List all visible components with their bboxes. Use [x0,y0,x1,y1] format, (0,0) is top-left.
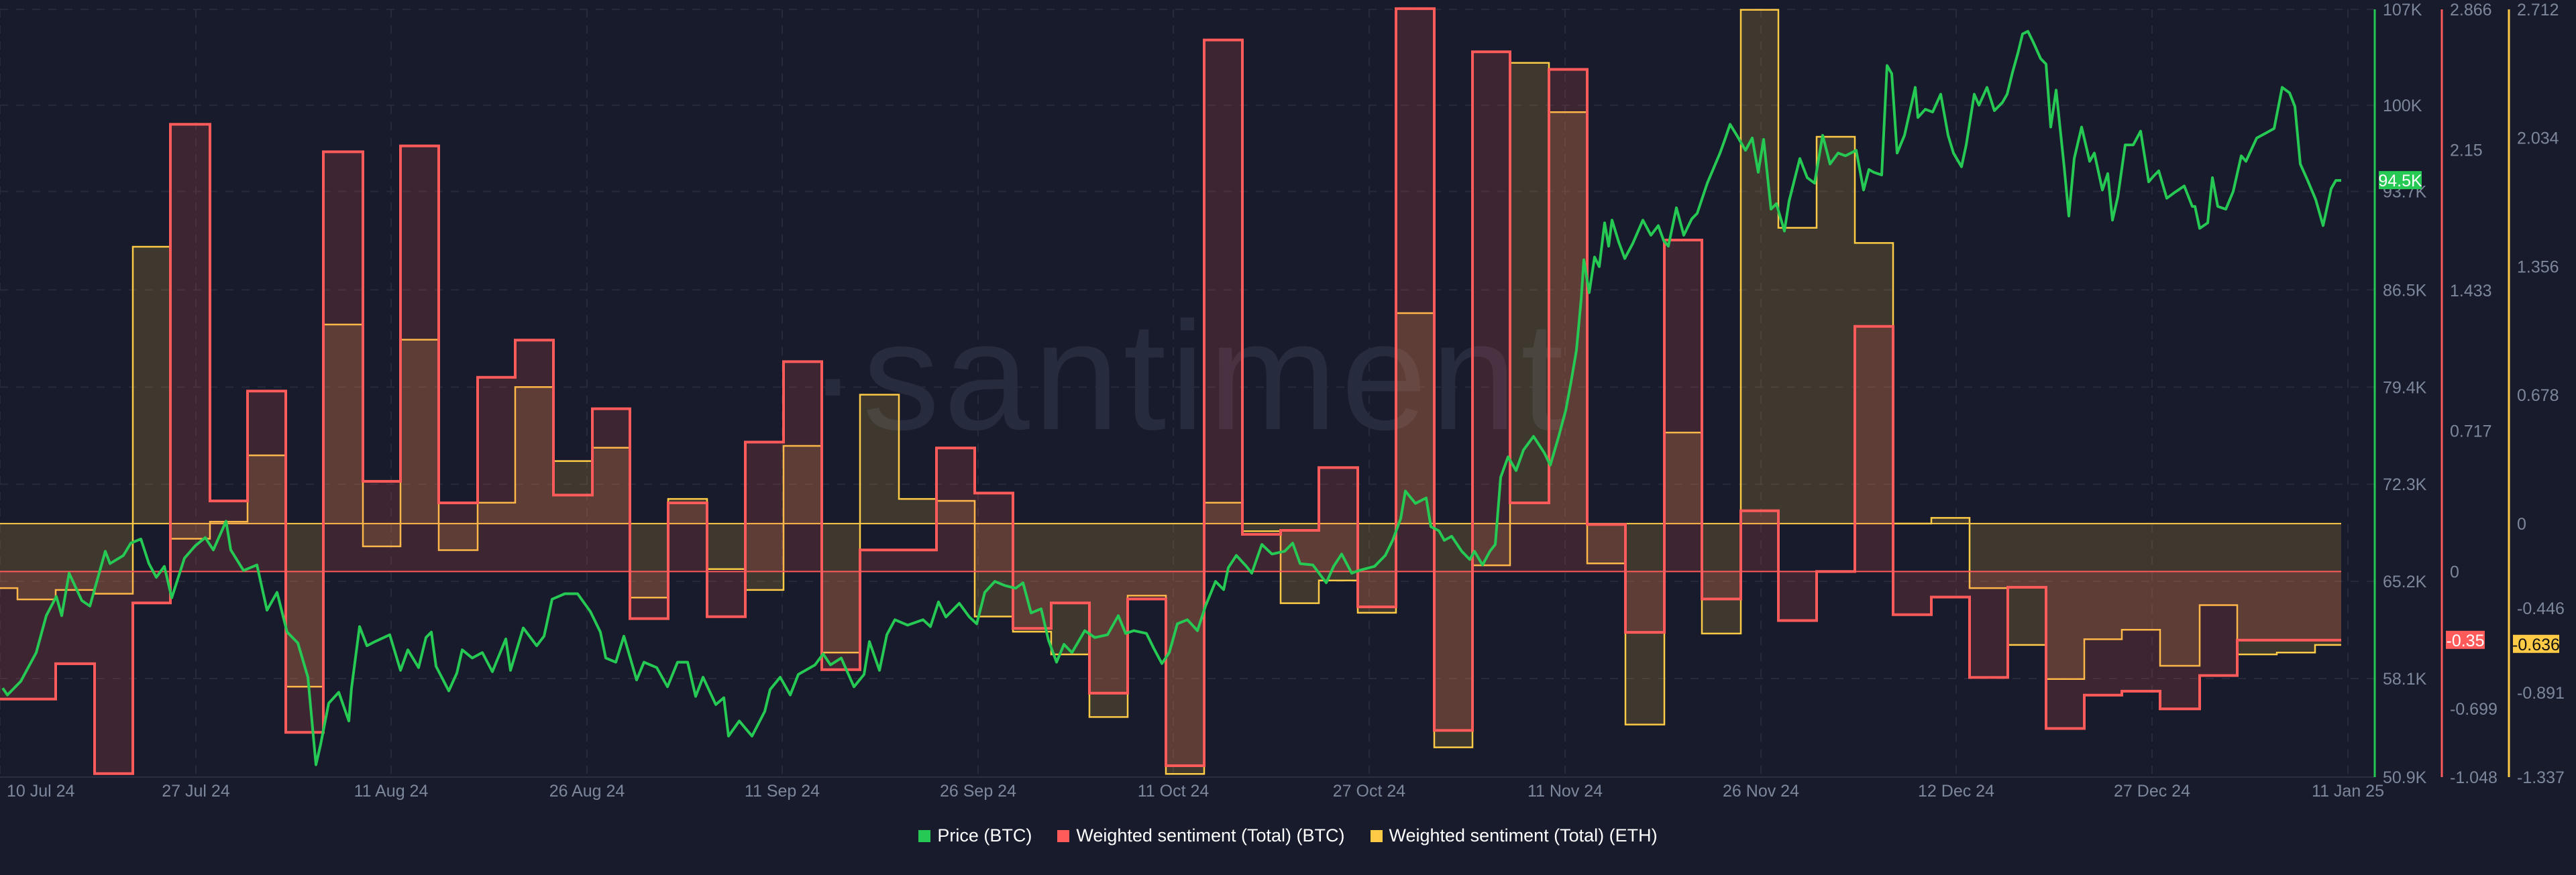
svg-text:-0.699: -0.699 [2450,700,2498,719]
svg-text:100K: 100K [2383,97,2422,115]
svg-text:2.034: 2.034 [2517,129,2559,148]
svg-text:94.5K: 94.5K [2378,172,2422,190]
svg-text:0.717: 0.717 [2450,422,2492,441]
current-value-badges: 94.5K -0.35 -0.636 [2378,171,2560,654]
svg-text:11 Oct 24: 11 Oct 24 [1138,782,1210,801]
svg-text:-1.337: -1.337 [2517,768,2565,787]
svg-text:2.15: 2.15 [2450,141,2483,160]
svg-text:-0.35: -0.35 [2447,632,2485,650]
svg-text:65.2K: 65.2K [2383,573,2427,591]
svg-text:27 Jul 24: 27 Jul 24 [162,782,230,801]
svg-text:26 Aug 24: 26 Aug 24 [549,782,625,801]
legend-item-price-btc[interactable]: Price (BTC) [918,825,1032,846]
legend-label: Weighted sentiment (Total) (BTC) [1076,825,1345,845]
svg-text:1.356: 1.356 [2517,257,2559,276]
svg-text:27 Oct 24: 27 Oct 24 [1333,782,1405,801]
legend-label: Price (BTC) [937,825,1032,845]
legend-label: Weighted sentiment (Total) (ETH) [1389,825,1658,845]
svg-text:2.866: 2.866 [2450,1,2492,19]
svg-text:10 Jul 24: 10 Jul 24 [7,782,75,801]
svg-text:-1.048: -1.048 [2450,768,2498,787]
grid-lines [0,9,2375,778]
svg-text:11 Aug 24: 11 Aug 24 [354,782,429,801]
legend-item-btc-sentiment[interactable]: Weighted sentiment (Total) (BTC) [1057,825,1345,846]
x-axis: 10 Jul 24 27 Jul 24 11 Aug 24 26 Aug 24 11 S… [7,782,2384,801]
svg-text:72.3K: 72.3K [2383,475,2427,494]
y-axes: 107K100K93.7K86.5K79.4K72.3K65.2K58.1K50… [2373,1,2565,787]
svg-text:-0.446: -0.446 [2517,599,2565,618]
svg-text:0: 0 [2517,515,2526,534]
legend-swatch-red [1057,829,1070,842]
svg-text:11 Nov 24: 11 Nov 24 [1527,782,1603,801]
svg-text:27 Dec 24: 27 Dec 24 [2114,782,2190,801]
svg-text:50.9K: 50.9K [2383,768,2427,787]
svg-text:26 Nov 24: 26 Nov 24 [1723,782,1799,801]
svg-text:26 Sep 24: 26 Sep 24 [940,782,1016,801]
svg-text:11 Jan 25: 11 Jan 25 [2312,782,2384,801]
svg-text:107K: 107K [2383,1,2422,19]
legend-swatch-yellow [1370,829,1383,842]
svg-text:0: 0 [2450,563,2459,581]
svg-text:-0.891: -0.891 [2517,684,2565,703]
svg-text:79.4K: 79.4K [2383,378,2427,397]
legend-swatch-green [918,829,931,842]
chart-legend: Price (BTC) Weighted sentiment (Total) (… [0,825,2576,846]
svg-text:2.712: 2.712 [2517,1,2559,19]
svg-text:-0.636: -0.636 [2512,636,2560,654]
legend-item-eth-sentiment[interactable]: Weighted sentiment (Total) (ETH) [1370,825,1658,846]
watermark: ·santiment [807,290,1568,462]
svg-text:0.678: 0.678 [2517,386,2559,405]
svg-text:11 Sep 24: 11 Sep 24 [745,782,820,801]
btc-sentiment-series [0,7,2341,775]
svg-text:1.433: 1.433 [2450,282,2492,300]
svg-text:12 Dec 24: 12 Dec 24 [1918,782,1994,801]
price-series [1,30,2341,766]
svg-text:86.5K: 86.5K [2383,281,2427,300]
svg-text:58.1K: 58.1K [2383,670,2427,689]
